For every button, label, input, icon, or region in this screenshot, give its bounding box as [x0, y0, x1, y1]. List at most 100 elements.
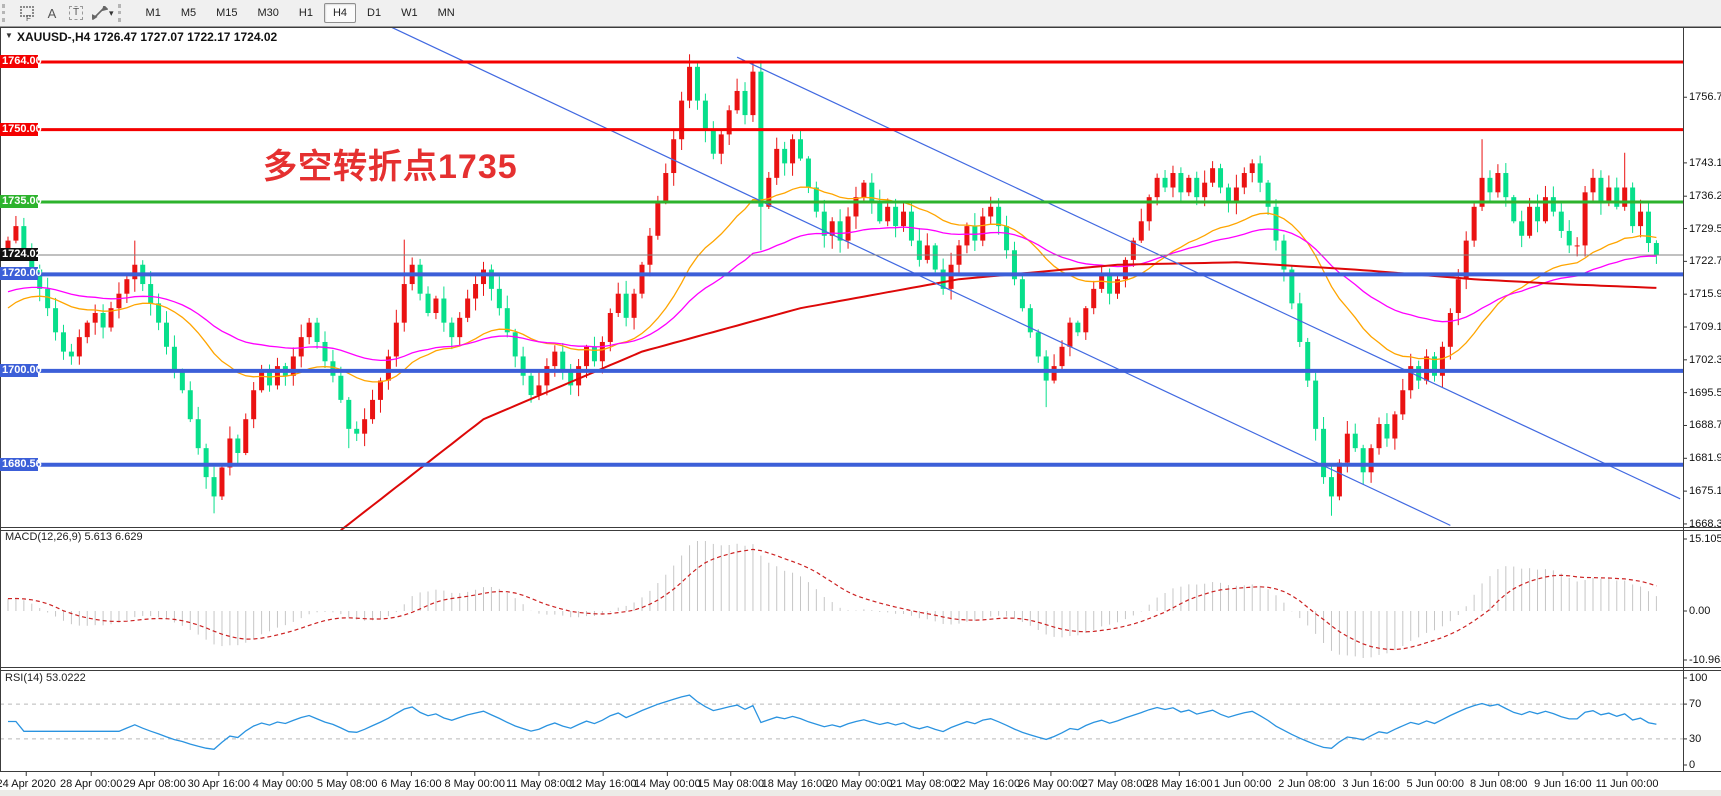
candle: [1566, 220, 1572, 254]
candle: [798, 130, 803, 161]
candle: [726, 105, 732, 145]
text-box-icon-button[interactable]: T: [64, 3, 88, 24]
candle: [457, 312, 463, 347]
candle: [1558, 201, 1564, 238]
candle: [211, 466, 217, 514]
candle: [1313, 372, 1319, 441]
candle: [1083, 306, 1089, 340]
candle: [1511, 194, 1517, 224]
candle: [433, 295, 439, 320]
candle: [393, 309, 399, 367]
timeframe-button-M1[interactable]: M1: [145, 7, 161, 19]
candle: [1122, 257, 1128, 288]
macd-indicator-label: MACD(12,26,9) 5.613 6.629: [5, 531, 143, 543]
candle: [29, 243, 35, 276]
candle: [980, 207, 986, 247]
candle: [465, 289, 471, 323]
candle: [964, 222, 970, 254]
candle: [1202, 170, 1208, 207]
candle: [702, 93, 708, 143]
dropdown-caret-icon[interactable]: ▾: [109, 7, 114, 18]
candle: [1265, 180, 1271, 215]
candle: [227, 426, 233, 476]
candle: [108, 301, 114, 332]
candle: [1645, 202, 1651, 253]
timeframe-button-M15[interactable]: M15: [216, 7, 238, 19]
ma-mid-line: [7, 226, 1657, 362]
candle: [473, 275, 479, 311]
timeframe-button-MN[interactable]: MN: [437, 7, 455, 19]
timeframe-button-H1[interactable]: H1: [298, 7, 313, 19]
candle: [996, 198, 1002, 235]
candle: [195, 406, 201, 455]
candle: [813, 181, 819, 218]
timeframe-button-D1[interactable]: D1: [367, 7, 382, 19]
candle: [1218, 163, 1224, 194]
candle: [1352, 423, 1358, 452]
candle: [362, 408, 368, 447]
candle: [1011, 241, 1017, 286]
candle: [1075, 320, 1081, 337]
candle: [1059, 340, 1065, 372]
candle: [1027, 304, 1033, 338]
candle: [243, 413, 249, 456]
candle: [782, 141, 788, 176]
candle: [481, 261, 486, 296]
symbol-dropdown-icon[interactable]: ▼: [5, 31, 13, 40]
candle: [1321, 416, 1327, 484]
candle: [568, 364, 574, 395]
timeframe-button-W1[interactable]: W1: [401, 7, 418, 19]
candle: [639, 261, 645, 299]
candle: [5, 236, 11, 258]
cursor-arrows-icon-button[interactable]: [88, 3, 112, 24]
timeframe-button-H4[interactable]: H4: [323, 3, 357, 23]
toolbar-grip-icon[interactable]: [2, 4, 10, 22]
candle: [1542, 185, 1548, 224]
candle: [290, 347, 296, 386]
candle: [615, 282, 621, 317]
candle: [1487, 170, 1493, 202]
candle: [1447, 308, 1453, 360]
candle: [1392, 411, 1398, 450]
candle: [235, 434, 241, 464]
rsi-line: [8, 694, 1657, 750]
trendline-2[interactable]: [736, 56, 1681, 500]
toolbar-grip-icon[interactable]: [117, 4, 126, 22]
candle: [1598, 170, 1604, 215]
candle: [322, 331, 328, 368]
timeframe-button-M5[interactable]: M5: [180, 7, 197, 19]
svg-text:F: F: [26, 14, 31, 21]
candle: [1582, 186, 1588, 257]
chart-annotation: 多空转折点1735: [263, 148, 518, 186]
candle: [156, 293, 162, 331]
candle: [298, 324, 304, 368]
timeframe-buttons: M1 M5 M15 M30 H1 H4 D1 W1 MN: [136, 3, 465, 23]
candle: [1099, 266, 1105, 293]
candle: [924, 233, 930, 264]
candle: [1162, 170, 1168, 193]
candle: [734, 78, 740, 114]
candle: [1138, 208, 1144, 243]
candle: [607, 308, 613, 352]
candle: [187, 381, 193, 423]
candle: [148, 271, 154, 316]
candle: [520, 346, 526, 386]
candle: [274, 357, 280, 390]
candle: [869, 173, 875, 214]
chart-title: XAUUSD-,H4 1726.47 1727.07 1722.17 1724.…: [17, 30, 278, 44]
indicators-grid-icon-button[interactable]: F: [16, 3, 40, 24]
text-a-icon-button[interactable]: A: [40, 3, 64, 24]
candle: [877, 189, 883, 224]
candle: [1225, 183, 1231, 213]
candle: [1170, 165, 1176, 198]
candle: [68, 343, 74, 365]
candle: [972, 213, 978, 252]
candle: [116, 282, 122, 319]
candle: [488, 264, 494, 301]
candle: [1495, 164, 1501, 198]
candle: [346, 397, 352, 449]
timeframe-button-M30[interactable]: M30: [257, 7, 279, 19]
candle: [940, 258, 946, 295]
